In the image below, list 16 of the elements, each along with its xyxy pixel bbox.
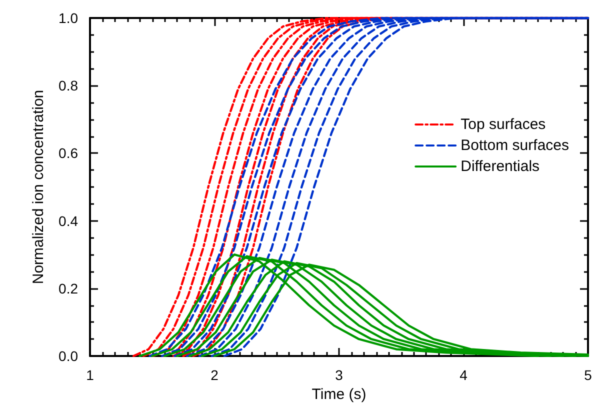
- y-tick-label: 0.2: [58, 280, 78, 296]
- legend-label: Differentials: [460, 158, 540, 175]
- y-tick-label: 1.0: [58, 10, 78, 26]
- x-tick-label: 5: [584, 367, 592, 383]
- x-tick-label: 1: [86, 367, 94, 383]
- y-tick-label: 0.6: [58, 145, 78, 162]
- x-tick-label: 2: [210, 367, 219, 383]
- x-axis-title: Time (s): [312, 386, 366, 403]
- y-tick-label: 0.8: [58, 78, 78, 94]
- legend-label: Top surfaces: [460, 116, 546, 133]
- legend-label: Bottom surfaces: [460, 137, 570, 154]
- y-tick-label: 0.4: [58, 212, 78, 229]
- y-axis-title: Normalized ion concentration: [30, 90, 47, 284]
- y-tick-label: 0.0: [58, 348, 78, 364]
- x-tick-label: 3: [335, 367, 344, 383]
- x-tick-label: 4: [460, 367, 468, 383]
